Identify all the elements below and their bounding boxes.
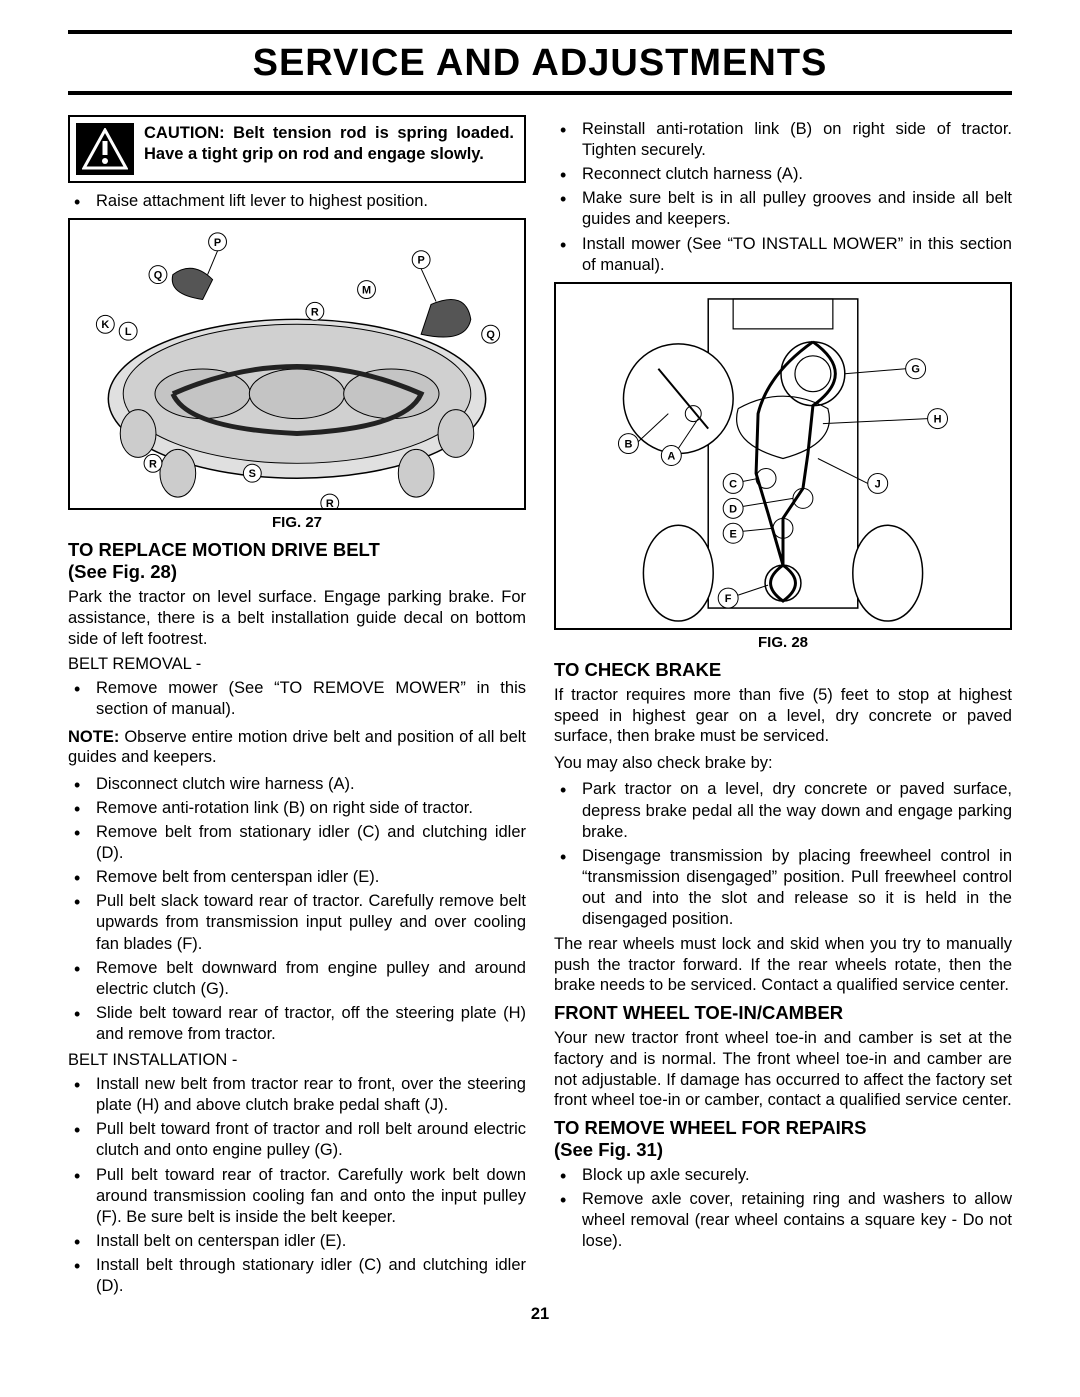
svg-text:D: D <box>729 503 737 515</box>
svg-text:E: E <box>729 528 736 540</box>
svg-text:S: S <box>249 468 256 480</box>
svg-text:P: P <box>417 255 424 267</box>
svg-text:L: L <box>125 326 132 338</box>
list-item: Install belt on centerspan idler (E). <box>96 1231 526 1252</box>
svg-text:R: R <box>149 458 157 470</box>
brake-p2: You may also check brake by: <box>554 753 1012 774</box>
warning-icon <box>76 123 134 175</box>
install-list: Install new belt from tractor rear to fr… <box>68 1074 526 1297</box>
caution-box: CAUTION: Belt tension rod is spring load… <box>68 115 526 183</box>
svg-text:C: C <box>729 478 737 490</box>
list-item: Remove belt from centerspan idler (E). <box>96 867 526 888</box>
caution-text: CAUTION: Belt tension rod is spring load… <box>144 123 514 164</box>
list-item: Raise attachment lift lever to highest p… <box>96 191 526 212</box>
brake-list: Park tractor on a level, dry concrete or… <box>554 779 1012 930</box>
list-item: Install mower (See “TO INSTALL MOWER” in… <box>582 234 1012 276</box>
page-title: SERVICE AND ADJUSTMENTS <box>68 36 1012 91</box>
right-column: Reinstall anti-rotation link (B) on righ… <box>554 115 1012 1301</box>
svg-text:R: R <box>311 306 319 318</box>
svg-text:A: A <box>667 450 675 462</box>
left-column: CAUTION: Belt tension rod is spring load… <box>68 115 526 1301</box>
svg-text:Q: Q <box>154 270 163 282</box>
toe-in-text: Your new tractor front wheel toe-in and … <box>554 1028 1012 1111</box>
svg-text:Q: Q <box>486 329 495 341</box>
brake-p3: The rear wheels must lock and skid when … <box>554 934 1012 996</box>
svg-text:M: M <box>362 285 371 297</box>
list-item: Pull belt toward front of tractor and ro… <box>96 1119 526 1161</box>
brake-p1: If tractor requires more than five (5) f… <box>554 685 1012 747</box>
list-item: Pull belt slack toward rear of tractor. … <box>96 891 526 954</box>
content-columns: CAUTION: Belt tension rod is spring load… <box>68 115 1012 1301</box>
list-item: Remove axle cover, retaining ring and wa… <box>582 1189 1012 1252</box>
list-item: Pull belt toward rear of tractor. Carefu… <box>96 1165 526 1228</box>
remove-wheel-heading: TO REMOVE WHEEL FOR REPAIRS (See Fig. 31… <box>554 1117 1012 1161</box>
list-item: Park tractor on a level, dry concrete or… <box>582 779 1012 842</box>
list-item: Block up axle securely. <box>582 1165 1012 1186</box>
list-item: Install belt through stationary idler (C… <box>96 1255 526 1297</box>
toe-in-heading: FRONT WHEEL TOE-IN/CAMBER <box>554 1002 1012 1024</box>
removal-list-1: Remove mower (See “TO REMOVE MOWER” in t… <box>68 678 526 720</box>
list-item: Make sure belt is in all pulley grooves … <box>582 188 1012 230</box>
svg-text:F: F <box>725 593 732 605</box>
belt-removal-label: BELT REMOVAL - <box>68 655 526 674</box>
svg-text:P: P <box>214 237 221 249</box>
list-item: Install new belt from tractor rear to fr… <box>96 1074 526 1116</box>
list-item: Slide belt toward rear of tractor, off t… <box>96 1003 526 1045</box>
svg-text:H: H <box>934 413 942 425</box>
list-item: Reconnect clutch harness (A). <box>582 164 1012 185</box>
svg-text:B: B <box>624 438 632 450</box>
removal-list-2: Disconnect clutch wire harness (A). Remo… <box>68 774 526 1045</box>
figure-28: G H B A C J D E F <box>554 282 1012 630</box>
svg-text:G: G <box>911 364 920 376</box>
pre-figure-list: Raise attachment lift lever to highest p… <box>68 191 526 212</box>
page-number: 21 <box>68 1305 1012 1324</box>
svg-text:K: K <box>101 319 109 331</box>
svg-text:R: R <box>326 498 334 508</box>
figure-28-label: FIG. 28 <box>554 634 1012 651</box>
list-item: Disengage transmission by placing freewh… <box>582 846 1012 930</box>
belt-install-label: BELT INSTALLATION - <box>68 1051 526 1070</box>
list-item: Remove belt from stationary idler (C) an… <box>96 822 526 864</box>
svg-text:J: J <box>875 478 881 490</box>
wheel-list: Block up axle securely. Remove axle cove… <box>554 1165 1012 1252</box>
right-top-list: Reinstall anti-rotation link (B) on righ… <box>554 119 1012 276</box>
figure-27: P P Q M R K L Q R S R <box>68 218 526 510</box>
list-item: Reinstall anti-rotation link (B) on righ… <box>582 119 1012 161</box>
replace-belt-intro: Park the tractor on level surface. Engag… <box>68 587 526 649</box>
list-item: Remove mower (See “TO REMOVE MOWER” in t… <box>96 678 526 720</box>
list-item: Disconnect clutch wire harness (A). <box>96 774 526 795</box>
check-brake-heading: TO CHECK BRAKE <box>554 659 1012 681</box>
figure-27-label: FIG. 27 <box>68 514 526 531</box>
replace-belt-heading: TO REPLACE MOTION DRIVE BELT (See Fig. 2… <box>68 539 526 583</box>
note-text: NOTE: Observe entire motion drive belt a… <box>68 727 526 768</box>
list-item: Remove belt downward from engine pulley … <box>96 958 526 1000</box>
list-item: Remove anti-rotation link (B) on right s… <box>96 798 526 819</box>
